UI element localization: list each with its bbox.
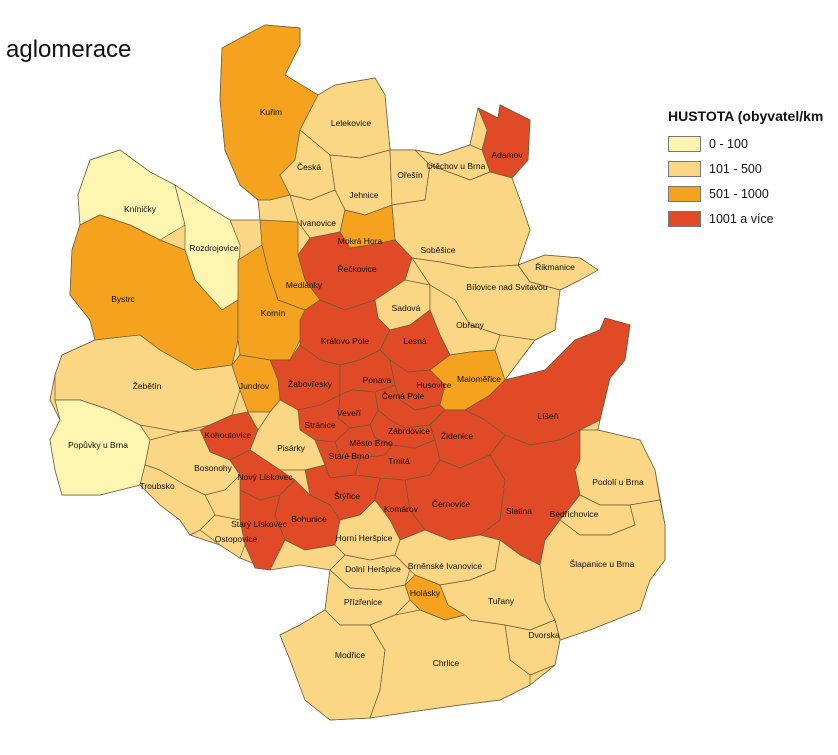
legend-item: 101 - 500 [668,156,838,181]
district-ostopovice [199,514,246,559]
district-label-bilovice: Bílovice nad Svitavou [466,282,548,292]
district-label-troubsko: Troubsko [139,481,174,491]
district-label-stare-brno: Staré Brno [329,451,370,461]
district-label-holasky: Holásky [410,588,441,598]
district-label-ostopovice: Ostopovice [215,534,258,544]
district-label-bedrichovice: Bedřichovice [550,509,599,519]
district-label-husovice: Husovice [417,380,452,390]
district-label-kunim: Kuřim [260,107,282,117]
map-title: aglomerace [6,36,132,63]
district-label-cerna-pole: Černá Pole [382,391,425,401]
district-label-chrlice: Chrlice [433,658,460,668]
district-label-rikmanice: Řikmanice [535,262,575,272]
district-label-podoli: Podolí u Brna [592,477,644,487]
district-label-reckovice: Řečkovice [337,264,376,274]
district-label-kralovo-pole: Královo Pole [321,336,369,346]
legend-swatch [668,185,701,202]
district-chrlice [369,609,531,719]
legend-label: 501 - 1000 [709,186,769,201]
district-label-slapanice: Šlapanice u Brna [570,559,635,569]
district-label-kohoutovice: Kohoutovice [205,430,252,440]
district-label-bosonohy: Bosonohy [194,463,233,473]
district-label-adamov: Adamov [491,150,523,160]
district-label-zabovresky: Žabovřesky [288,379,333,389]
legend-title: HUSTOTA (obyvatel/km [668,108,824,124]
district-label-cernovice: Černovice [432,499,471,509]
district-label-medlanky: Medlánky [286,280,323,290]
district-label-mokra-hora: Mokrá Hora [338,236,383,246]
district-label-novy-liskovec: Nový Lískovec [237,472,293,482]
district-label-lelekovice: Lelekovice [331,118,371,128]
district-label-veveri: Veveří [337,408,362,418]
district-label-slatina: Slatina [506,506,532,516]
district-label-ivanovice: Ivanovice [300,218,336,228]
district-label-kninicky: Kníničky [124,204,157,214]
district-komin [237,244,306,361]
district-label-ceska: Česká [297,162,321,172]
district-label-liseni: Líšeň [538,411,559,421]
district-label-jehnice: Jehnice [349,190,379,200]
district-label-zidenice: Židenice [441,431,473,441]
district-label-jundrov: Jundrov [239,381,270,391]
district-modrice [279,609,386,721]
district-label-horni-herspice: Horní Heršpice [336,533,393,543]
district-label-dvorska: Dvorska [528,630,559,640]
district-label-ponava: Ponava [363,375,392,385]
district-label-dolni-herspice: Dolní Heršpice [345,564,401,574]
district-label-zabrdovice: Zábrdovice [388,426,430,436]
district-label-turany: Tuřany [488,596,515,606]
district-label-oresin: Ořešín [397,170,423,180]
district-label-modrice: Modřice [335,650,366,660]
district-label-komarov: Komárov [384,504,419,514]
legend-label: 101 - 500 [709,161,762,176]
district-label-trnita: Trnitá [388,456,410,466]
district-label-prizrenice: Přízřenice [344,597,383,607]
legend-item: 501 - 1000 [668,181,838,206]
legend: HUSTOTA (obyvatel/km 0 - 100 101 - 500 501… [668,108,838,231]
district-label-zebetin: Žebětín [133,381,162,391]
district-label-stary-liskovec: Starý Lískovec [231,519,287,529]
legend-label: 1001 a více [709,211,774,226]
district-label-pisarky: Pisárky [277,443,306,453]
district-label-sobesice: Soběšice [421,245,456,255]
district-podoli [574,429,661,506]
district-label-stranice: Stránice [304,420,335,430]
legend-swatch [668,160,701,177]
district-label-bohunice: Bohunice [291,514,327,524]
district-label-bystrc: Bystrc [111,294,135,304]
district-label-malomerice: Maloměřice [457,374,501,384]
legend-swatch [668,135,701,152]
legend-swatch [668,210,701,227]
district-label-styrice: Štýřice [334,491,360,501]
district-label-sadova: Sadová [392,303,421,313]
district-label-popuvky: Popůvky u Brna [68,440,128,450]
legend-label: 0 - 100 [709,136,748,151]
district-label-komin: Komín [261,308,286,318]
district-adamov [477,104,531,179]
district-label-lesna: Lesná [403,336,426,346]
legend-item: 0 - 100 [668,131,838,156]
district-label-ubechov: Útěchov u Brna [427,161,486,171]
legend-item: 1001 a více [668,206,838,231]
district-label-rozdrojovice: Rozdrojovice [189,243,238,253]
district-label-obrany: Obřany [456,320,485,330]
district-label-mesto-brno: Město Brno [349,438,393,448]
district-label-brnenske-ivanovice: Brněnské Ivanovice [408,561,482,571]
